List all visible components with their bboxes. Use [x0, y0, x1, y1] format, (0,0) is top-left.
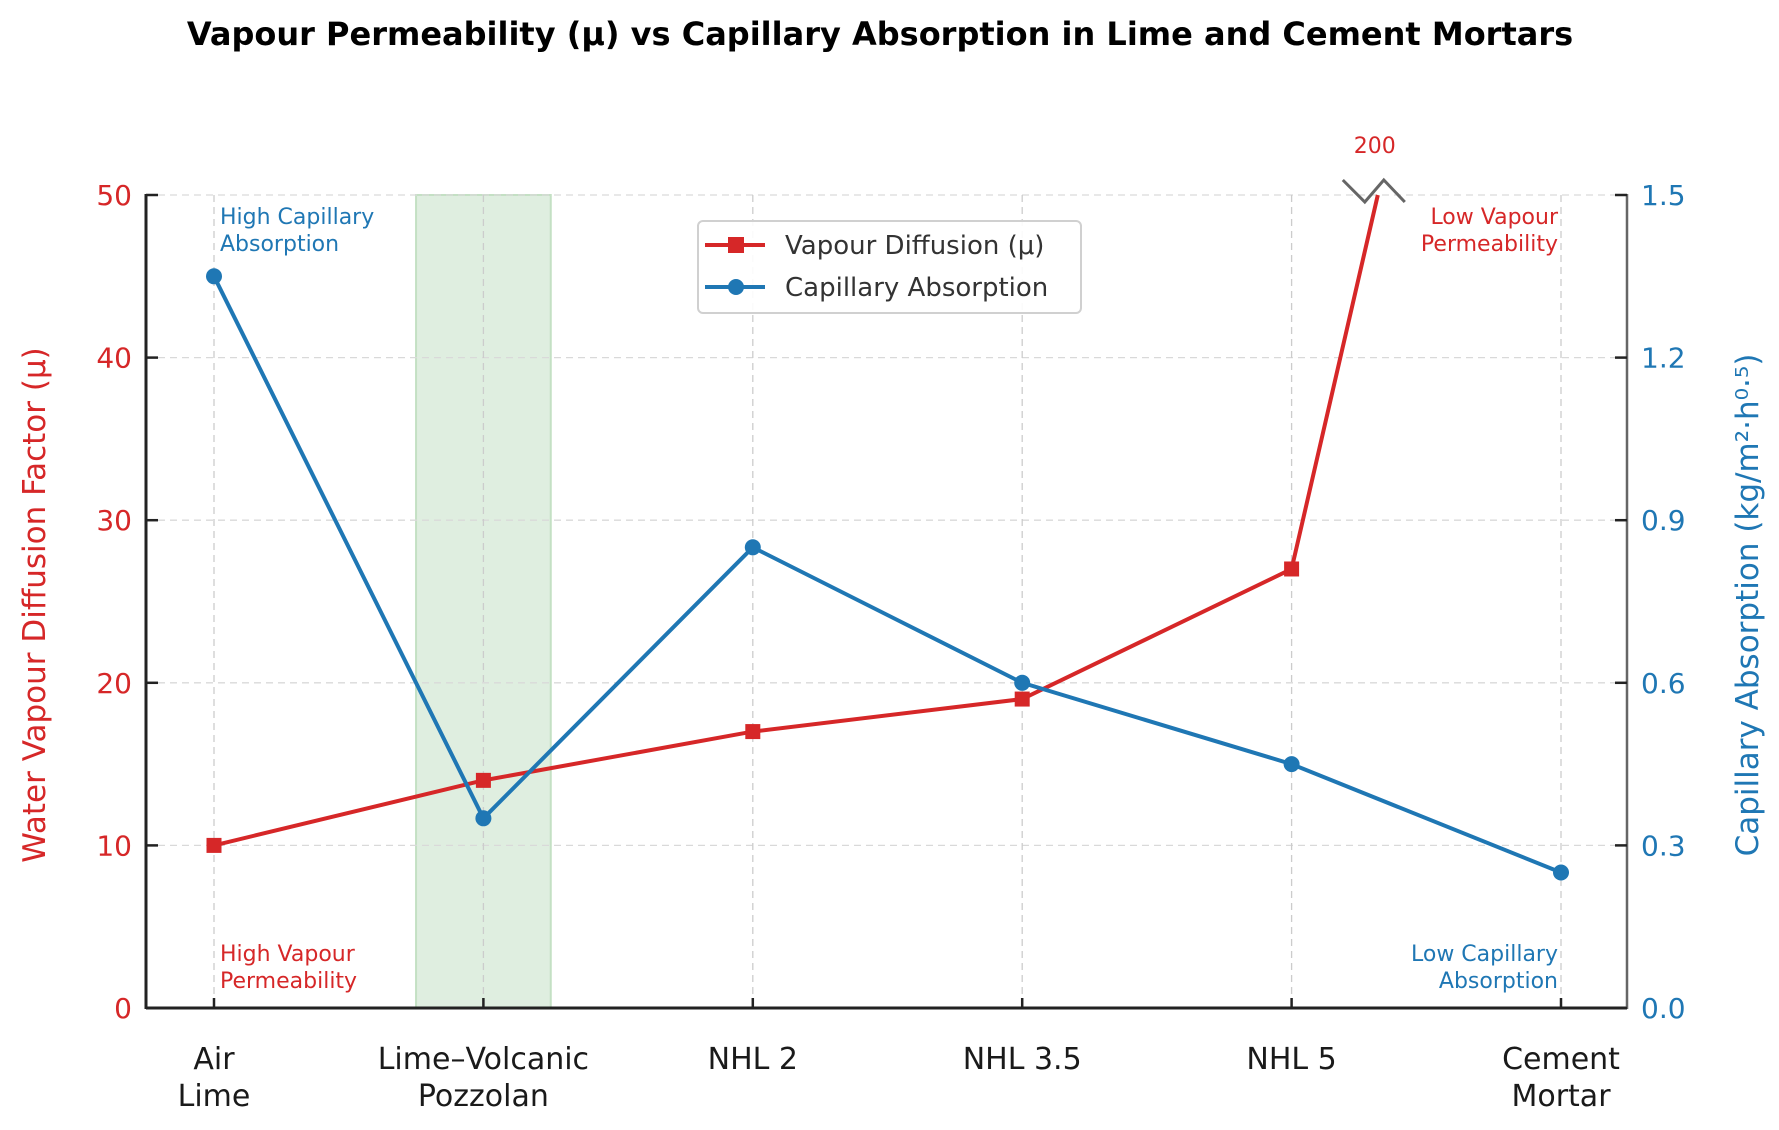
- grid-layer: [146, 194, 1627, 1009]
- x-tick-label-line: Mortar: [1511, 1079, 1611, 1114]
- right-tick-label: 0.6: [1641, 667, 1686, 700]
- x-tick-label: Lime–Volcanic Pozzolan: [378, 1042, 589, 1114]
- annotation-top-left: High Capillary Absorption: [220, 205, 374, 257]
- x-tick-label-line: Lime–Volcanic: [378, 1042, 589, 1077]
- annotation-bottom-left: High Vapour Permeability: [220, 942, 357, 994]
- x-tick-label-line: NHL 3.5: [963, 1042, 1082, 1077]
- legend-circle-marker: [728, 279, 744, 295]
- x-tick-label: Cement Mortar: [1502, 1042, 1620, 1114]
- x-tick-label-line: Cement: [1502, 1042, 1620, 1077]
- right-tick-label: 1.2: [1641, 342, 1686, 375]
- left-tick-label: 40: [96, 342, 132, 375]
- axis-break-label: 200: [1354, 134, 1396, 159]
- series-line-vapour-diffusion: [213, 194, 1380, 848]
- legend-label: Vapour Diffusion (μ): [785, 231, 1044, 261]
- annotation-line: Permeability: [1421, 232, 1558, 257]
- capillary-absorption-marker: [1283, 756, 1300, 773]
- annotation-line: Permeability: [220, 969, 357, 994]
- legend-label: Capillary Absorption: [785, 273, 1048, 303]
- vapour-diffusion-marker: [1284, 561, 1300, 577]
- right-tick-label: 1.5: [1641, 179, 1686, 212]
- x-tick-label: NHL 3.5: [963, 1042, 1082, 1077]
- left-tick-label: 20: [96, 667, 132, 700]
- capillary-absorption-marker: [1553, 864, 1569, 881]
- vapour-diffusion-marker: [475, 772, 491, 788]
- left-tick-label: 10: [96, 829, 132, 862]
- vapour-diffusion-marker: [1014, 691, 1030, 707]
- right-tick-label: 0.0: [1641, 992, 1686, 1025]
- series-line-capillary-absorption: [212, 275, 1562, 875]
- x-tick-label: Air Lime: [178, 1042, 251, 1114]
- axis-break-marker: [1341, 177, 1406, 205]
- capillary-absorption-marker: [206, 268, 222, 285]
- x-tick-label: NHL 2: [708, 1042, 798, 1077]
- annotation-line: High Vapour: [220, 942, 356, 967]
- legend-square-marker: [728, 237, 744, 253]
- annotation-bottom-right: Low Capillary Absorption: [1411, 942, 1558, 994]
- annotation-top-right: Low Vapour Permeability: [1421, 205, 1559, 257]
- capillary-absorption-marker: [1014, 674, 1031, 691]
- left-tick-label: 50: [96, 179, 132, 212]
- left-tick-label: 0: [114, 992, 132, 1025]
- legend-entry-capillary-absorption: Capillary Absorption: [705, 273, 1048, 303]
- annotation-line: High Capillary: [220, 205, 374, 230]
- annotation-line: Absorption: [1439, 969, 1558, 994]
- vapour-diffusion-marker: [206, 837, 222, 853]
- x-tick-label-line: NHL 5: [1246, 1042, 1336, 1077]
- legend: Vapour Diffusion (μ) Capillary Absorption: [697, 220, 1082, 314]
- legend-entry-vapour-diffusion: Vapour Diffusion (μ): [705, 231, 1044, 261]
- series-layer: 200: [206, 134, 1569, 881]
- left-axis-label: Water Vapour Diffusion Factor (μ): [17, 347, 53, 863]
- right-axis-label: Capillary Absorption (kg/m²·h⁰·⁵): [1730, 354, 1766, 857]
- x-tick-label-line: Pozzolan: [418, 1079, 549, 1114]
- vapour-diffusion-marker: [745, 724, 761, 740]
- annotation-line: Low Capillary: [1411, 942, 1558, 967]
- chart-title: Vapour Permeability (μ) vs Capillary Abs…: [187, 15, 1573, 53]
- legend-box: [697, 220, 1082, 314]
- annotation-line: Absorption: [220, 232, 339, 257]
- left-tick-label: 30: [96, 504, 132, 537]
- capillary-absorption-marker: [475, 810, 492, 827]
- capillary-absorption-marker: [744, 539, 761, 556]
- annotation-line: Low Vapour: [1430, 205, 1559, 230]
- x-tick-label-line: Air: [193, 1042, 235, 1077]
- right-tick-label: 0.3: [1641, 829, 1686, 862]
- x-tick-label: NHL 5: [1246, 1042, 1336, 1077]
- x-tick-label-line: NHL 2: [708, 1042, 798, 1077]
- x-tick-label-line: Lime: [178, 1079, 251, 1114]
- right-tick-label: 0.9: [1641, 504, 1686, 537]
